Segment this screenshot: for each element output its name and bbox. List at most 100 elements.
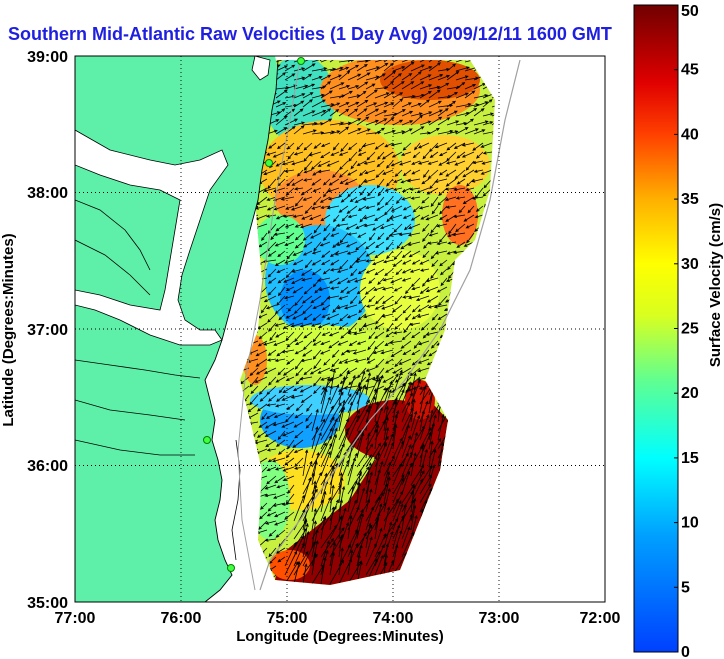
velocity-vector <box>336 304 349 310</box>
velocity-vector <box>410 112 423 117</box>
velocity-vector <box>263 169 277 176</box>
velocity-vector <box>357 268 367 275</box>
velocity-vector <box>365 75 380 81</box>
velocity-vector <box>393 331 403 335</box>
velocity-vector <box>345 223 358 230</box>
velocity-vector <box>365 550 381 576</box>
velocity-vector <box>300 394 313 404</box>
velocity-vector <box>383 205 394 216</box>
velocity-vector <box>300 223 313 229</box>
velocity-vector <box>340 196 349 203</box>
velocity-vector <box>409 367 421 377</box>
velocity-vector <box>392 130 406 135</box>
velocity-vector <box>302 502 310 531</box>
velocity-vector <box>302 449 309 477</box>
velocity-vector <box>417 160 430 165</box>
velocity-vector <box>250 385 259 395</box>
velocity-vector <box>453 142 466 149</box>
velocity-vector <box>401 470 411 495</box>
velocity-vector <box>425 214 439 221</box>
velocity-vector <box>273 205 286 211</box>
velocity-vector <box>410 414 421 441</box>
velocity-vector <box>396 196 403 204</box>
velocity-vector <box>266 511 277 517</box>
velocity-vector <box>461 151 475 158</box>
velocity-vector <box>259 394 268 402</box>
colorbar-tick-label: 25 <box>681 321 699 338</box>
velocity-vector <box>294 331 304 343</box>
velocity-vector <box>275 223 286 232</box>
velocity-vector <box>339 160 349 171</box>
velocity-vector <box>410 81 425 90</box>
velocity-vector <box>431 259 439 268</box>
velocity-vector <box>275 376 286 383</box>
velocity-vector <box>266 205 277 211</box>
velocity-vector <box>401 110 414 117</box>
velocity-vector <box>303 160 313 171</box>
velocity-vector <box>328 178 340 186</box>
velocity-vector <box>377 187 385 197</box>
velocity-vector <box>301 214 313 220</box>
velocity-vector <box>277 277 286 284</box>
velocity-vector <box>294 295 304 307</box>
velocity-vector <box>374 118 388 126</box>
velocity-vector <box>272 187 286 193</box>
velocity-vector <box>347 414 360 441</box>
velocity-vector <box>283 277 295 283</box>
velocity-vector <box>406 178 421 183</box>
velocity-vector <box>267 268 277 278</box>
velocity-vector <box>311 93 325 99</box>
velocity-vector <box>455 102 472 108</box>
velocity-vector <box>320 416 335 441</box>
velocity-vector <box>428 142 439 153</box>
figure-title: Southern Mid-Atlantic Raw Velocities (1 … <box>8 24 612 44</box>
velocity-vector <box>259 511 268 520</box>
velocity-vector <box>365 442 382 468</box>
velocity-vector <box>303 241 313 248</box>
velocity-vector <box>294 340 304 346</box>
velocity-vector <box>332 241 340 248</box>
velocity-vector <box>473 129 486 135</box>
velocity-vector <box>255 367 268 375</box>
velocity-vector <box>439 214 448 220</box>
velocity-vector <box>363 160 376 165</box>
velocity-vector <box>426 187 439 195</box>
velocity-vector <box>374 142 385 150</box>
velocity-vector <box>394 322 403 330</box>
velocity-vector <box>311 178 322 186</box>
velocity-vector <box>338 418 349 441</box>
y-tick-label: 36:00 <box>27 458 68 475</box>
velocity-vector <box>392 440 404 468</box>
velocity-vector <box>311 520 317 549</box>
velocity-vector <box>264 430 277 437</box>
velocity-vector <box>258 385 268 395</box>
map-grid <box>75 56 605 602</box>
velocity-vector <box>274 259 286 266</box>
velocity-vector <box>299 385 313 393</box>
velocity-vector <box>388 340 403 345</box>
velocity-vector <box>295 367 304 377</box>
velocity-vector <box>365 420 379 441</box>
velocity-vector <box>308 151 322 157</box>
velocity-vector <box>329 60 340 63</box>
velocity-vector <box>462 169 475 178</box>
velocity-vector <box>321 331 331 336</box>
velocity-vector <box>247 403 259 413</box>
velocity-vector <box>267 178 277 190</box>
velocity-vector <box>287 151 295 160</box>
velocity-vector <box>446 110 458 117</box>
velocity-vector <box>411 313 421 320</box>
velocity-vector <box>417 358 430 364</box>
velocity-vector <box>431 205 439 215</box>
radar-sites <box>203 57 305 572</box>
velocity-vector <box>292 439 304 448</box>
velocity-vector <box>281 502 295 506</box>
velocity-vector <box>401 187 412 193</box>
colorbar-tick-label: 45 <box>681 62 699 79</box>
velocity-vector <box>281 421 295 428</box>
velocity-vector <box>420 214 430 220</box>
velocity-vector <box>275 331 286 338</box>
velocity-vector <box>365 456 377 477</box>
velocity-vector <box>327 196 340 201</box>
